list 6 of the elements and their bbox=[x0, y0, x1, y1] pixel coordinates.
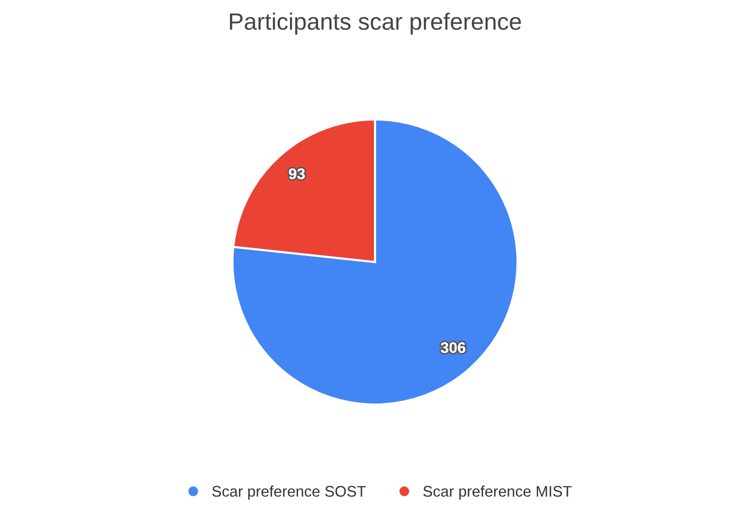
chart-title: Participants scar preference bbox=[230, 12, 521, 35]
pie-slice bbox=[231, 118, 519, 406]
data-label: 93 bbox=[288, 168, 305, 180]
data-label: 306 bbox=[440, 342, 466, 354]
legend-label: Scar preference SOST bbox=[212, 486, 366, 500]
legend-label: Scar preference MIST bbox=[423, 486, 572, 500]
